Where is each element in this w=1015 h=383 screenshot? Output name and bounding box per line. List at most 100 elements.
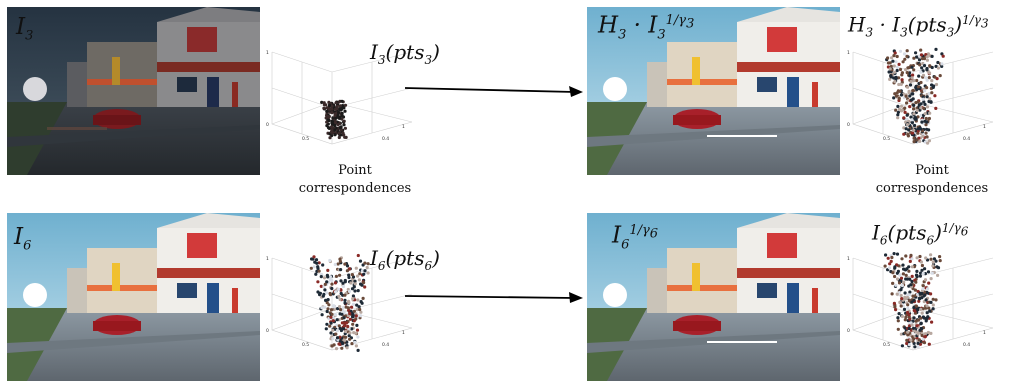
point [936,273,940,277]
point [338,104,342,108]
point [356,335,360,339]
point [927,342,931,346]
point [923,332,927,336]
point [901,263,905,267]
point [323,282,327,286]
point [915,108,919,113]
point [350,305,354,309]
label-h3-i3: H3 · I31/γ3 [598,12,695,43]
point [316,290,320,294]
point [343,262,347,266]
point [336,262,340,266]
point [335,318,339,322]
point [905,113,909,117]
svg-text:1: 1 [847,256,850,262]
point [902,307,907,311]
point [912,136,916,140]
point [934,64,938,68]
point [889,259,893,263]
point [934,82,939,87]
point [330,121,334,125]
point [900,73,904,77]
point [359,310,363,314]
point [325,114,329,118]
point [925,58,929,62]
point [912,326,916,330]
point [905,123,910,127]
point [331,337,335,341]
point [900,78,904,82]
point [341,327,345,331]
point [938,255,942,259]
point [334,101,338,105]
point [920,120,924,124]
point [326,298,330,302]
point [333,120,337,124]
point [337,342,341,346]
point [355,308,359,312]
arrow-row2 [405,292,583,303]
point [343,338,347,342]
point [935,265,939,269]
point [316,266,320,270]
photo-output-i6 [587,213,840,381]
point [330,282,334,286]
point [920,311,924,315]
point [899,276,904,280]
point [916,345,920,349]
point [912,112,916,116]
point [919,127,923,131]
point [886,56,890,60]
point [920,296,924,300]
svg-text:1: 1 [847,50,850,56]
point [900,344,904,348]
point [351,314,355,319]
point [925,304,929,308]
point [362,272,366,276]
point [924,123,928,127]
point [354,314,358,318]
point [910,300,914,304]
point [921,287,925,291]
point [899,304,903,308]
point [338,326,342,330]
point [920,263,924,268]
point [893,266,897,270]
point [335,106,339,111]
point [926,315,930,319]
point [920,333,924,338]
point [334,274,338,278]
point [919,53,924,57]
point [902,132,906,136]
point [908,94,912,98]
point [903,295,907,299]
point [903,110,907,114]
point [920,90,924,94]
point [899,332,903,336]
point [899,288,903,292]
point [931,264,935,268]
svg-text:0.4: 0.4 [382,342,389,348]
point [322,101,326,105]
point [883,264,887,268]
point [934,47,938,51]
point [348,311,352,316]
point [936,60,940,65]
point [927,139,931,143]
point [337,135,341,140]
point [336,115,340,119]
point [337,287,341,291]
point [353,289,357,293]
point [923,267,927,271]
point [910,323,914,327]
point [892,252,896,256]
point [338,259,342,263]
point [897,107,901,111]
point [316,280,320,284]
point [333,281,338,285]
point [909,338,913,342]
point [903,326,907,330]
point [926,287,930,291]
point [330,107,334,111]
point [929,331,933,335]
